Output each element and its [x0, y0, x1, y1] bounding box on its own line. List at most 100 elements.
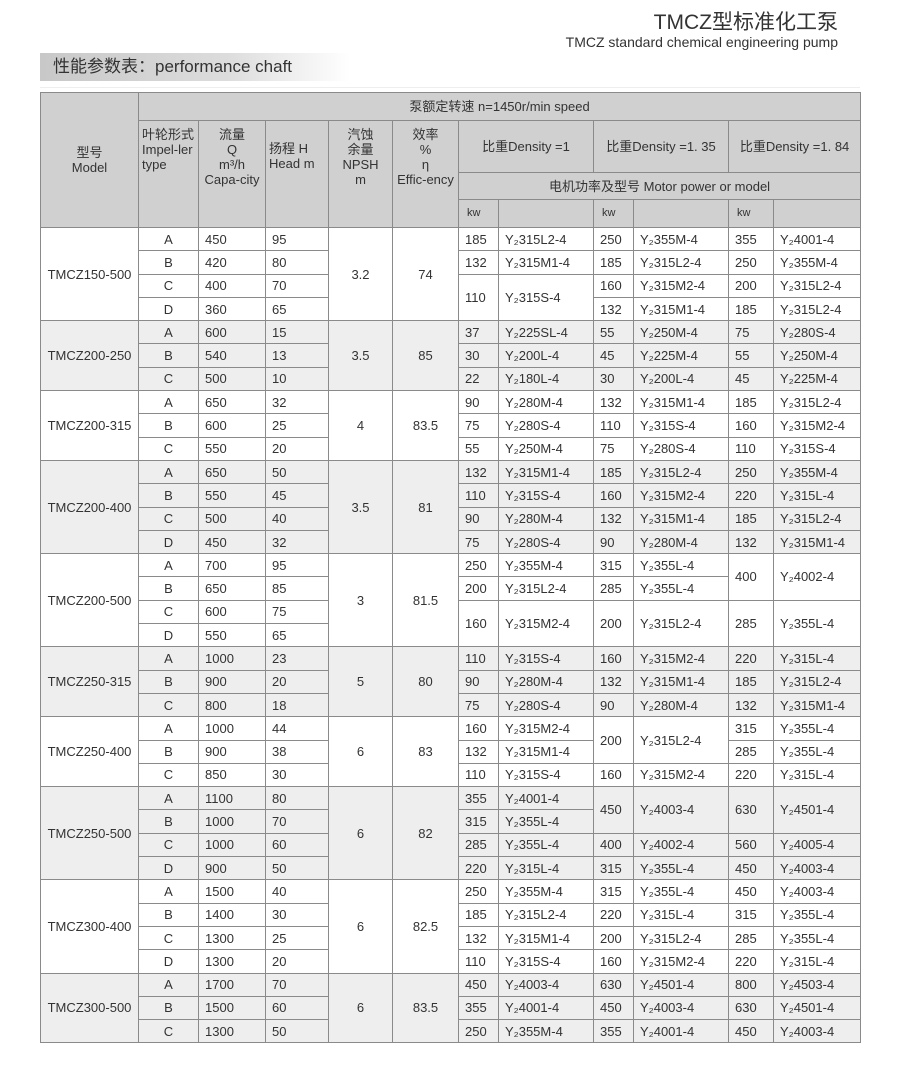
motor-model-cell: Y₂315L2-4: [633, 716, 729, 764]
motor-kw-cell: 250: [458, 1019, 499, 1044]
efficiency-cell: 82: [392, 786, 459, 881]
motor-model-cell: Y₂315L-4: [772, 646, 862, 671]
model-cell: TMCZ300-400: [40, 879, 139, 974]
flow-cell: 540: [198, 343, 266, 368]
flow-cell: 1000: [198, 646, 266, 671]
table-row: B 1500 60 355 Y₂4001-4 450 Y₂4003-4 630 Y₂4501-4: [41, 995, 862, 1021]
motor-model-cell: Y₂315M1-4: [498, 250, 594, 275]
flow-cell: 600: [198, 320, 266, 345]
impeller-type-cell: B: [138, 576, 199, 601]
flow-cell: 500: [198, 366, 266, 392]
motor-kw-cell: 90: [593, 692, 634, 718]
impeller-type-cell: A: [138, 972, 199, 997]
table-row: C 400 70 110 Y₂315S-4 160 Y₂315M2-4 200 Y₂315L2-…: [41, 273, 862, 322]
flow-cell: 1700: [198, 972, 266, 997]
motor-kw-cell: 55: [458, 436, 499, 461]
head-cell: 50: [265, 459, 329, 485]
header-impeller: 叶轮形式 Impel-ler type: [138, 120, 199, 228]
motor-model-cell: Y₂315S-4: [772, 436, 862, 461]
head-cell: 30: [265, 902, 329, 927]
motor-kw-cell: 630: [728, 995, 774, 1021]
table-row: TMCZ250-400 A 1000 44 6 83 160 Y₂315M2-4 200 Y₂31…: [40, 716, 862, 788]
motor-model-cell: Y₂315M2-4: [633, 646, 729, 671]
impeller-type-cell: B: [138, 902, 199, 927]
motor-kw-cell: 250: [728, 250, 774, 275]
flow-cell: 1100: [198, 786, 266, 811]
impeller-type-cell: C: [138, 366, 199, 392]
motor-kw-cell: 560: [728, 832, 774, 858]
motor-kw-cell: 450: [458, 972, 499, 997]
motor-model-cell: Y₂4501-4: [772, 995, 862, 1021]
model-cell: TMCZ250-400: [40, 716, 139, 788]
head-cell: 38: [265, 739, 329, 764]
motor-kw-cell: 250: [458, 553, 499, 578]
motor-model-cell: Y₂315L2-4: [772, 273, 862, 298]
header-density-2: 比重Density =1. 35: [593, 120, 729, 173]
motor-model-cell: Y₂4003-4: [772, 1019, 862, 1044]
head-cell: 32: [265, 390, 329, 415]
motor-model-cell: Y₂4002-4: [633, 832, 729, 858]
motor-model-cell: Y₂250M-4: [772, 343, 862, 368]
motor-model-cell: Y₂315L2-4: [772, 390, 862, 415]
motor-kw-cell: 185: [593, 459, 634, 485]
flow-cell: 360: [198, 296, 266, 322]
motor-kw-cell: 22: [458, 366, 499, 392]
motor-model-cell: Y₂315M1-4: [772, 529, 862, 555]
motor-kw-cell: 132: [728, 529, 774, 555]
table-row: B 550 45 110 Y₂315S-4 160 Y₂315M2-4 220 Y₂315L-4: [41, 483, 862, 508]
motor-model-cell: Y₂315S-4: [498, 483, 594, 508]
motor-kw-cell: 185: [728, 296, 774, 322]
header-speed: 泵额定转速 n=1450r/min speed: [137, 92, 862, 121]
motor-kw-cell: 250: [458, 879, 499, 904]
impeller-type-cell: B: [138, 669, 199, 694]
motor-kw-cell: 110: [458, 949, 499, 974]
motor-kw-cell: 450: [728, 879, 774, 904]
motor-model-cell: Y₂315M1-4: [498, 925, 594, 951]
table-row: TMCZ250-500 A 1100 80 6 82 355 Y₂4001-4 450 Y₂400…: [40, 786, 862, 881]
motor-kw-cell: 355: [728, 226, 774, 252]
motor-kw-cell: 160: [593, 762, 634, 788]
npsh-cell: 6: [328, 972, 393, 1044]
header-motor-model: [498, 199, 594, 228]
motor-model-cell: Y₂315S-4: [498, 646, 594, 671]
motor-model-cell: Y₂315S-4: [633, 413, 729, 438]
model-cell: TMCZ200-250: [40, 320, 139, 392]
head-cell: 50: [265, 1019, 329, 1044]
motor-model-cell: Y₂355M-4: [498, 879, 594, 904]
head-cell: 85: [265, 576, 329, 601]
motor-model-cell: Y₂280M-4: [498, 669, 594, 694]
impeller-type-cell: B: [138, 413, 199, 438]
head-cell: 75: [265, 599, 329, 625]
flow-cell: 450: [198, 529, 266, 555]
table-row: B 900 20 90 Y₂280M-4 132 Y₂315M1-4 185 Y₂315L2-4: [41, 669, 862, 694]
model-cell: TMCZ150-500: [40, 226, 139, 322]
table-row: D 550 65: [41, 623, 861, 648]
head-cell: 70: [265, 809, 329, 834]
flow-cell: 450: [198, 226, 266, 252]
motor-kw-cell: 110: [458, 483, 499, 508]
motor-model-cell: Y₂355L-4: [772, 739, 862, 764]
motor-model-cell: Y₂180L-4: [498, 366, 594, 392]
motor-kw-cell: 110: [458, 762, 499, 788]
motor-kw-cell: 160: [458, 599, 499, 648]
section-label: 性能参数表：performance chaft: [40, 53, 350, 81]
motor-kw-cell: 90: [593, 529, 634, 555]
motor-kw-cell: 200: [593, 925, 634, 951]
motor-kw-cell: 200: [593, 716, 634, 764]
motor-kw-cell: 75: [458, 692, 499, 718]
flow-cell: 650: [198, 576, 266, 601]
motor-model-cell: Y₂315L-4: [772, 762, 862, 788]
divider: [40, 87, 860, 88]
model-cell: TMCZ200-315: [40, 390, 139, 461]
table-row: C 600 75 160 Y₂315M2-4 200 Y₂315L2-4 285 Y₂355L-…: [41, 599, 862, 648]
motor-kw-cell: 355: [593, 1019, 634, 1044]
impeller-type-cell: B: [138, 739, 199, 764]
flow-cell: 400: [198, 273, 266, 298]
npsh-cell: 5: [328, 646, 393, 718]
efficiency-cell: 80: [392, 646, 459, 718]
motor-kw-cell: 160: [458, 716, 499, 741]
npsh-cell: 6: [328, 716, 393, 788]
impeller-type-cell: B: [138, 809, 199, 834]
table-row: TMCZ200-500 A 700 95 3 81.5 250 Y₂355M-4 315 Y₂35…: [40, 553, 862, 648]
table-row: TMCZ200-315 A 650 32 4 83.5 90 Y₂280M-4 132 Y₂315…: [40, 390, 862, 461]
